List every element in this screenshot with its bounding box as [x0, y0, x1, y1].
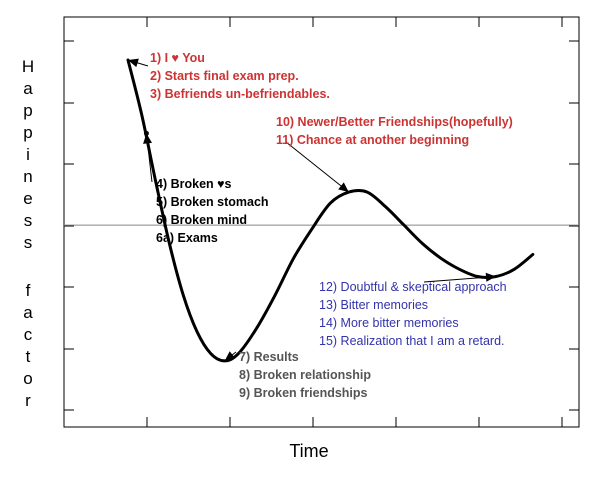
y-axis-label-letter: s — [24, 233, 33, 252]
annotation-arrow-head — [485, 272, 496, 282]
annotation-4: 10) Newer/Better Friendships(hopefully) 1… — [276, 115, 513, 147]
y-axis-label-letter: c — [24, 325, 33, 344]
annotation-line: 1) I ♥ You — [150, 51, 205, 65]
annotation-arrow-head — [128, 58, 139, 68]
annotation-line: 10) Newer/Better Friendships(hopefully) — [276, 115, 513, 129]
y-axis-label-letter: e — [23, 189, 32, 208]
annotation-point — [143, 130, 149, 136]
annotation-arrows — [127, 58, 497, 362]
y-axis-label-letter: H — [22, 57, 34, 76]
annotation-3: 7) Results 8) Broken relationship 9) Broke… — [239, 350, 371, 400]
annotation-arrow-head — [143, 133, 153, 144]
y-axis-label-letter: r — [25, 391, 31, 410]
happiness-curve — [126, 58, 535, 363]
y-axis-label-letter: s — [24, 211, 33, 230]
annotation-line: 4) Broken ♥s — [156, 177, 232, 191]
plot-frame — [63, 16, 580, 428]
annotation-arrow-head — [224, 351, 236, 361]
axis-ticks — [64, 17, 579, 427]
annotation-5: 12) Doubtful & skeptical approach 13) Bit… — [319, 280, 507, 348]
annotation-line: 14) More bitter memories — [319, 316, 459, 330]
annotation-arrow-line — [285, 141, 350, 193]
annotations: 1) I ♥ You 2) Starts final exam prep. 3) B… — [150, 51, 513, 400]
annotation-line: 13) Bitter memories — [319, 298, 428, 312]
y-axis-label-letter: i — [26, 145, 30, 164]
y-axis-label-letter: p — [23, 123, 32, 142]
y-axis-label-letter: n — [23, 167, 32, 186]
y-axis-label-letter: p — [23, 101, 32, 120]
annotation-line: 6a) Exams — [156, 231, 218, 245]
annotation-line: 6) Broken mind — [156, 213, 247, 227]
y-axis-label-letter: f — [26, 281, 31, 300]
y-axis-label-letter: a — [23, 303, 33, 322]
y-axis-label-letter: t — [26, 347, 31, 366]
annotation-arrow-head — [338, 182, 349, 193]
annotation-line: 5) Broken stomach — [156, 195, 269, 209]
annotation-arrow-line — [423, 276, 497, 283]
annotation-line: 3) Befriends un-befriendables. — [150, 87, 330, 101]
annotation-2: 4) Broken ♥s 5) Broken stomach 6) Broken m… — [156, 177, 269, 245]
annotation-line: 8) Broken relationship — [239, 368, 371, 382]
annotation-line: 2) Starts final exam prep. — [150, 69, 299, 83]
annotation-line: 15) Realization that I am a retard. — [319, 334, 505, 348]
annotation-line: 11) Chance at another beginning — [276, 133, 469, 147]
annotation-line: 12) Doubtful & skeptical approach — [319, 280, 507, 294]
annotation-line: 9) Broken friendships — [239, 386, 368, 400]
y-axis-label-letter: o — [23, 369, 32, 388]
x-axis-label: Time — [289, 441, 328, 461]
annotation-1: 1) I ♥ You 2) Starts final exam prep. 3) B… — [150, 51, 330, 101]
y-axis-label-letter: a — [23, 79, 33, 98]
annotation-line: 7) Results — [239, 350, 299, 364]
